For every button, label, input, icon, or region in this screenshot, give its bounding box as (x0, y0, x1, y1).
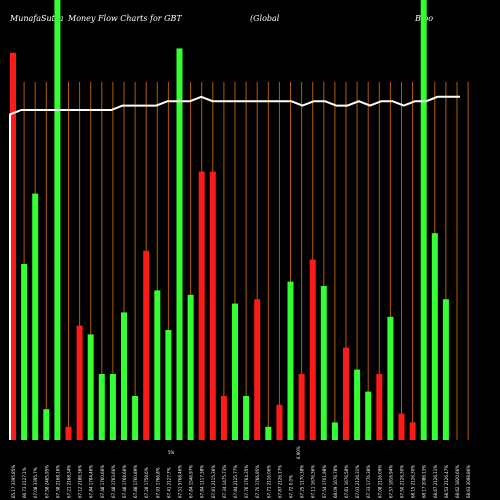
bar (121, 312, 127, 440)
tick-label: 68.62 1820.66% (455, 465, 460, 498)
trend-line-group (9, 95, 460, 440)
tick-label: 68.17 2086.13% (422, 465, 427, 498)
bar (154, 290, 161, 440)
bar (431, 233, 438, 440)
tick-label: 67.21 2168.34% (67, 465, 72, 498)
bar (209, 171, 216, 440)
tick-label: 67.48 1768.66% (122, 465, 127, 498)
bars (10, 0, 449, 441)
bar (54, 0, 61, 440)
bar (343, 347, 349, 440)
bar (132, 396, 139, 440)
tick-label: 68.09 1676.78% (333, 465, 338, 498)
bar (287, 281, 294, 440)
tick-label: 65.17 3395.85% (11, 465, 16, 498)
tick-label: 67.33 1776.38% (366, 465, 371, 498)
site-name: MunafaSutra (10, 14, 64, 23)
bar (254, 299, 261, 440)
tick-label: 67.84 1784.46% (89, 465, 94, 498)
tick-label: 67.71 2116.06% (266, 465, 271, 498)
bar (98, 374, 105, 440)
tick-label: 67.81 1676.58% (344, 465, 349, 498)
bar (298, 374, 305, 440)
tick-label: 67.48 1763.66% (111, 465, 116, 498)
bar (331, 422, 338, 440)
bar (87, 334, 94, 440)
bar (398, 413, 405, 440)
tick-label: 67.48 1760.66% (100, 465, 105, 498)
bar (165, 330, 172, 440)
bar (176, 48, 183, 441)
tick-label: 67.11 1676.36% (311, 465, 316, 498)
bar (265, 426, 272, 440)
bar (243, 396, 250, 440)
tick-label: 67.50 2126.30% (400, 465, 405, 498)
tick-label: 67.41 2127.7% (166, 467, 171, 498)
bar (365, 391, 372, 440)
tick-label: 68.63 3098.86% (466, 465, 471, 498)
tick-labels: 65.17 3395.85% 66.73 2127.1% 67.08 3395.7%… (11, 446, 471, 498)
trend-line (9, 95, 460, 440)
bar (76, 325, 83, 440)
tick-label: 67.88 1760.89% (133, 465, 138, 498)
tick-label: 66.73 2127.1% (22, 467, 27, 498)
bar (65, 426, 72, 440)
tick-label: 67.28 1758.6% (144, 467, 149, 498)
tick-label: 67.12 2186.36% (78, 465, 83, 498)
bar (309, 259, 316, 440)
tick-label: 67.72 0.0% (289, 475, 294, 498)
bar (109, 374, 116, 440)
tick-label: 67.84 1546.97% (189, 465, 194, 498)
bar (232, 303, 238, 440)
tick-label: 68.15 2126.30% (411, 465, 416, 498)
tick-label: 68.67 2126.11% (433, 465, 438, 498)
bar (354, 369, 361, 440)
tick-label: 67.03 2126.31% (355, 465, 360, 498)
bar (376, 374, 383, 440)
bar (21, 264, 28, 440)
bar (420, 0, 427, 440)
tick-label: 67.34 1475.73% (222, 465, 227, 498)
tick-label: 67.58 2465.95% (44, 465, 49, 498)
bar (43, 409, 50, 440)
bar (442, 299, 449, 440)
bar (32, 193, 39, 440)
bar (10, 52, 16, 441)
tick-label: 67.93 1766.8% (155, 467, 160, 498)
tick-label: 67.70 1766.95% (255, 465, 260, 498)
bar (387, 316, 394, 440)
tick-label: 67.87 2126.17% (277, 465, 282, 498)
bar (187, 294, 194, 440)
bar (409, 422, 416, 440)
tick-label: 67.51 5768.46% (178, 465, 183, 498)
tick-label: 67.54 1701.98% (322, 465, 327, 498)
tick-label: 67.76 1764.35% (244, 465, 249, 498)
company-name-part1: (Global (250, 14, 280, 23)
tick-label: 67.81 2115.36% (211, 465, 216, 498)
bar (198, 171, 205, 440)
tick-label: 68.53 2126.47% (444, 465, 449, 498)
tick-label: 67.84 2125.77% (233, 465, 238, 498)
chart-title: Money Flow Charts for GBT (68, 14, 182, 23)
bar (143, 250, 150, 440)
edge-label: 6.90% (296, 446, 301, 459)
bar (320, 286, 327, 440)
edge-label: 5% (168, 450, 175, 455)
tick-label: 67.57 1816.94% (388, 465, 393, 498)
tick-label: 67.84 1117.38% (200, 465, 205, 498)
tick-label: 67.25 1170.38% (300, 465, 305, 498)
bar (220, 396, 227, 440)
bar (276, 404, 283, 440)
tick-label: 67.08 3395.7% (33, 467, 38, 498)
tick-label: 67.08 2126.09% (377, 465, 382, 498)
tick-label: 67.38 2168.16% (55, 465, 60, 498)
